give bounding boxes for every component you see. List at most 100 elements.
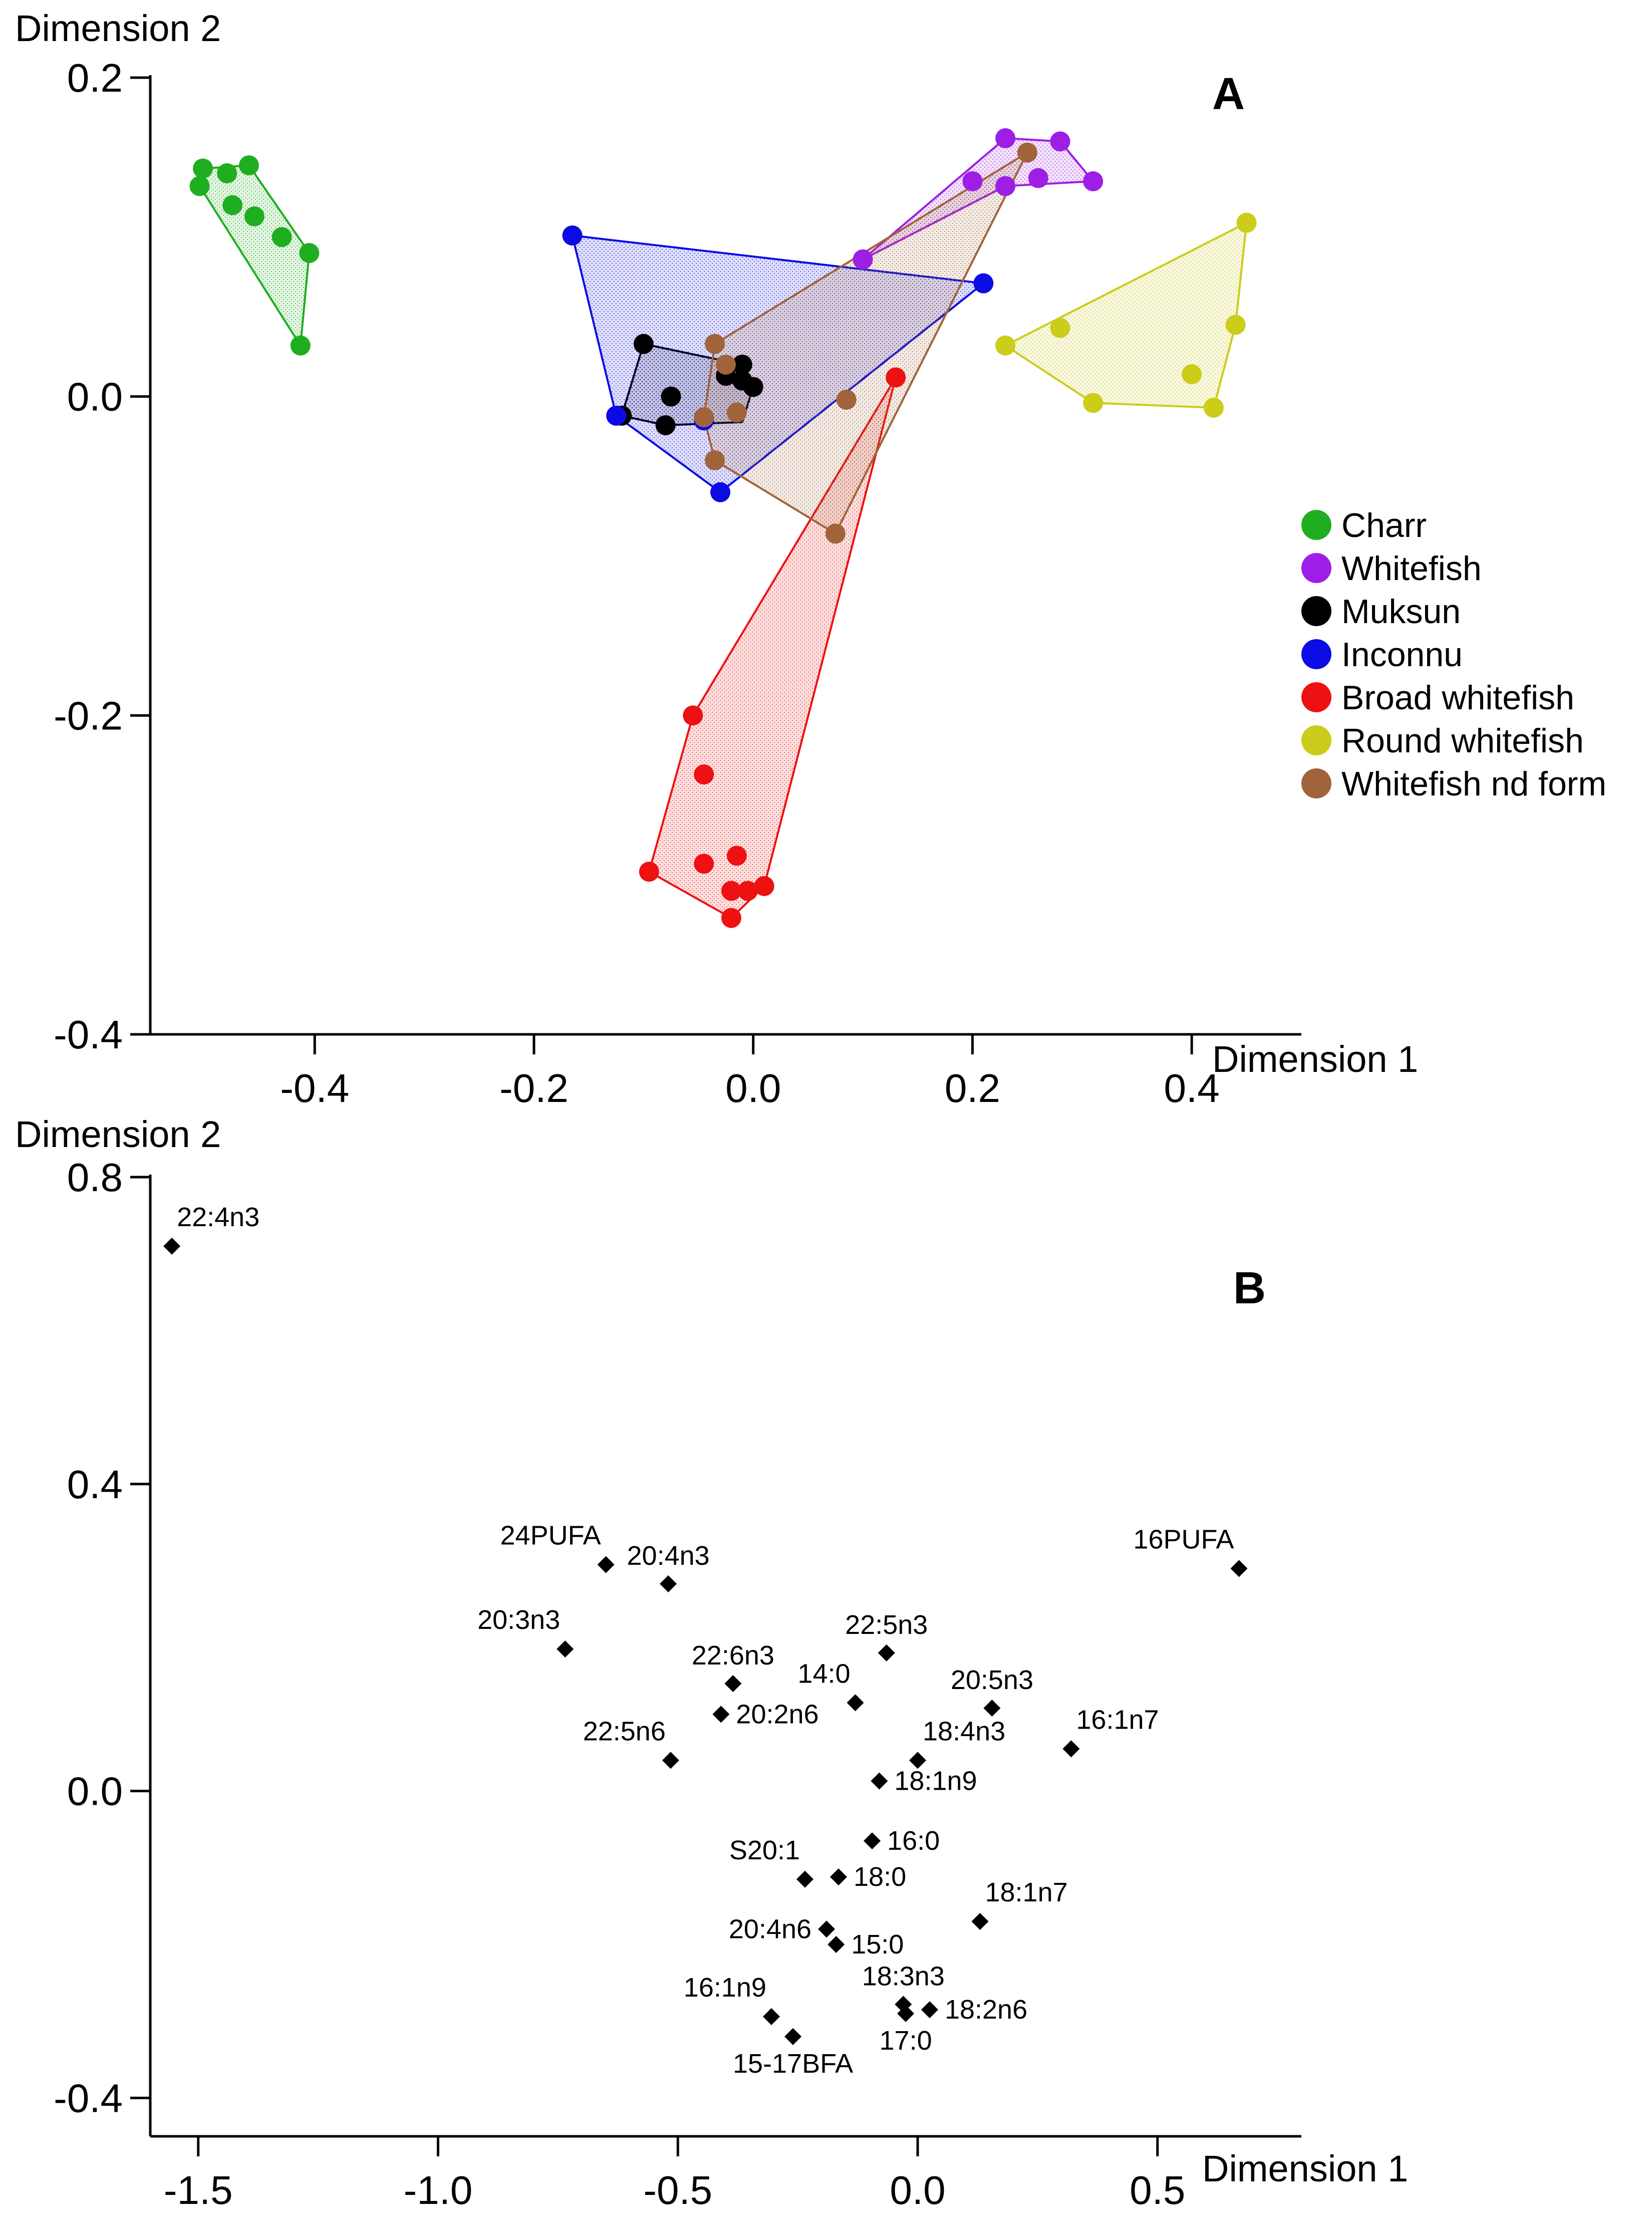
legend-marker-muksun [1301,596,1331,626]
marker-14-0 [847,1694,864,1712]
point-round-whitefish [1083,393,1104,413]
point-whitefish-nd-form [825,523,846,544]
point-whitefish [1083,171,1104,191]
marker-20-5n3 [983,1700,1001,1717]
panel-b: 0.8 0.4 0.0 -0.4 -1.5 -1.0 -0.5 0.0 0.5 22:4n3 24… [15,1113,1408,2212]
point-charr [238,155,259,176]
legend-marker-round-whitefish [1301,725,1331,755]
label-14-0: 14:0 [797,1658,850,1689]
point-charr [222,195,243,215]
panel-b-x-tick-label: -0.5 [643,2168,712,2212]
panel-b-axes: 0.8 0.4 0.0 -0.4 -1.5 -1.0 -0.5 0.0 0.5 [54,1155,1301,2212]
marker-24pufa [597,1556,615,1573]
marker-18-0 [830,1868,848,1886]
panel-a: 0.2 0.0 -0.2 -0.4 -0.4 -0.2 0.0 0.2 0.4 Dimensio… [15,8,1606,1110]
point-whitefish-nd-form [716,355,736,375]
point-muksun [732,355,752,375]
label-22-6n3: 22:6n3 [692,1640,774,1670]
label-20-2n6: 20:2n6 [736,1699,818,1729]
point-broad-whitefish [721,881,741,901]
point-charr [271,227,292,247]
label-s20-1: S20:1 [729,1835,800,1865]
point-broad-whitefish [726,846,747,866]
point-muksun [732,370,752,391]
point-muksun [633,334,654,354]
marker-20-3n3 [557,1640,574,1658]
marker-s20-1 [796,1870,813,1888]
point-whitefish [962,171,983,191]
panel-a-letter: A [1212,69,1245,119]
point-broad-whitefish [886,367,906,388]
legend-label-broad-whitefish: Broad whitefish [1341,679,1574,717]
label-20-4n6: 20:4n6 [729,1914,811,1944]
legend-marker-whitefish-nd-form [1301,768,1331,798]
marker-18-1n7 [971,1913,989,1930]
marker-22-5n6 [662,1752,679,1769]
marker-22-4n3 [163,1237,181,1255]
point-round-whitefish [1182,364,1202,385]
point-round-whitefish [995,335,1016,356]
panel-b-y-tick-label: 0.0 [67,1769,123,1814]
panel-a-x-tick-label: 0.0 [725,1066,781,1110]
panel-b-x-tick-label: -1.0 [404,2168,473,2212]
point-whitefish [995,128,1016,148]
legend-label-muksun: Muksun [1341,593,1461,631]
label-18-2n6: 18:2n6 [945,1995,1027,2025]
marker-18-1n9 [871,1772,888,1790]
point-charr [290,335,311,356]
point-whitefish-nd-form [1017,142,1037,163]
panel-a-x-tick-label: -0.2 [499,1066,569,1110]
label-16pufa: 16PUFA [1133,1524,1234,1554]
panel-b-y-tick-label: 0.8 [67,1155,123,1200]
marker-20-2n6 [712,1706,730,1723]
point-whitefish [1050,131,1070,152]
label-20-4n3: 20:4n3 [627,1541,710,1571]
label-18-3n3: 18:3n3 [862,1961,945,1991]
point-charr [244,206,264,226]
legend-marker-charr [1301,510,1331,540]
point-inconnu [973,273,994,294]
marker-16-1n9 [762,2008,780,2026]
point-inconnu [562,225,583,246]
panel-a-hulls [198,137,1248,919]
panel-a-points [189,128,1257,928]
point-broad-whitefish [754,876,774,896]
point-inconnu [606,405,627,426]
point-charr [217,163,237,183]
label-16-0: 16:0 [887,1826,940,1856]
label-20-5n3: 20:5n3 [951,1665,1033,1695]
point-whitefish-nd-form [705,450,725,470]
point-whitefish-nd-form [694,407,714,428]
marker-16pufa [1230,1560,1248,1577]
panel-a-y-tick-label: 0.2 [67,56,123,100]
marker-20-4n6 [818,1920,836,1938]
label-18-4n3: 18:4n3 [923,1716,1005,1746]
point-broad-whitefish [737,881,758,901]
label-22-5n3: 22:5n3 [845,1610,928,1640]
marker-22-6n3 [724,1675,742,1693]
label-17-0: 17:0 [880,2026,932,2056]
hull-round-whitefish [1004,221,1248,409]
marker-22-5n3 [878,1644,895,1661]
point-muksun [661,386,681,407]
panel-a-y-tick-label: 0.0 [67,375,123,419]
legend-marker-inconnu [1301,639,1331,669]
panel-b-x-axis-title: Dimension 1 [1202,2148,1408,2189]
point-charr [193,158,213,179]
panel-b-x-tick-label: 0.5 [1130,2168,1185,2212]
legend-label-round-whitefish: Round whitefish [1341,722,1584,760]
marker-18-2n6 [921,2001,938,2019]
legend-label-charr: Charr [1341,506,1427,544]
point-charr [189,176,210,196]
label-24pufa: 24PUFA [500,1521,601,1551]
point-muksun [655,415,676,435]
label-18-1n9: 18:1n9 [894,1766,977,1796]
legend: Charr Whitefish Muksun Inconnu Broad whitefi… [1301,506,1606,803]
point-broad-whitefish [639,862,659,882]
point-broad-whitefish [683,705,703,726]
label-18-1n7: 18:1n7 [985,1877,1067,1907]
point-broad-whitefish [721,908,741,928]
legend-marker-whitefish [1301,553,1331,583]
marker-16-1n7 [1062,1740,1080,1758]
